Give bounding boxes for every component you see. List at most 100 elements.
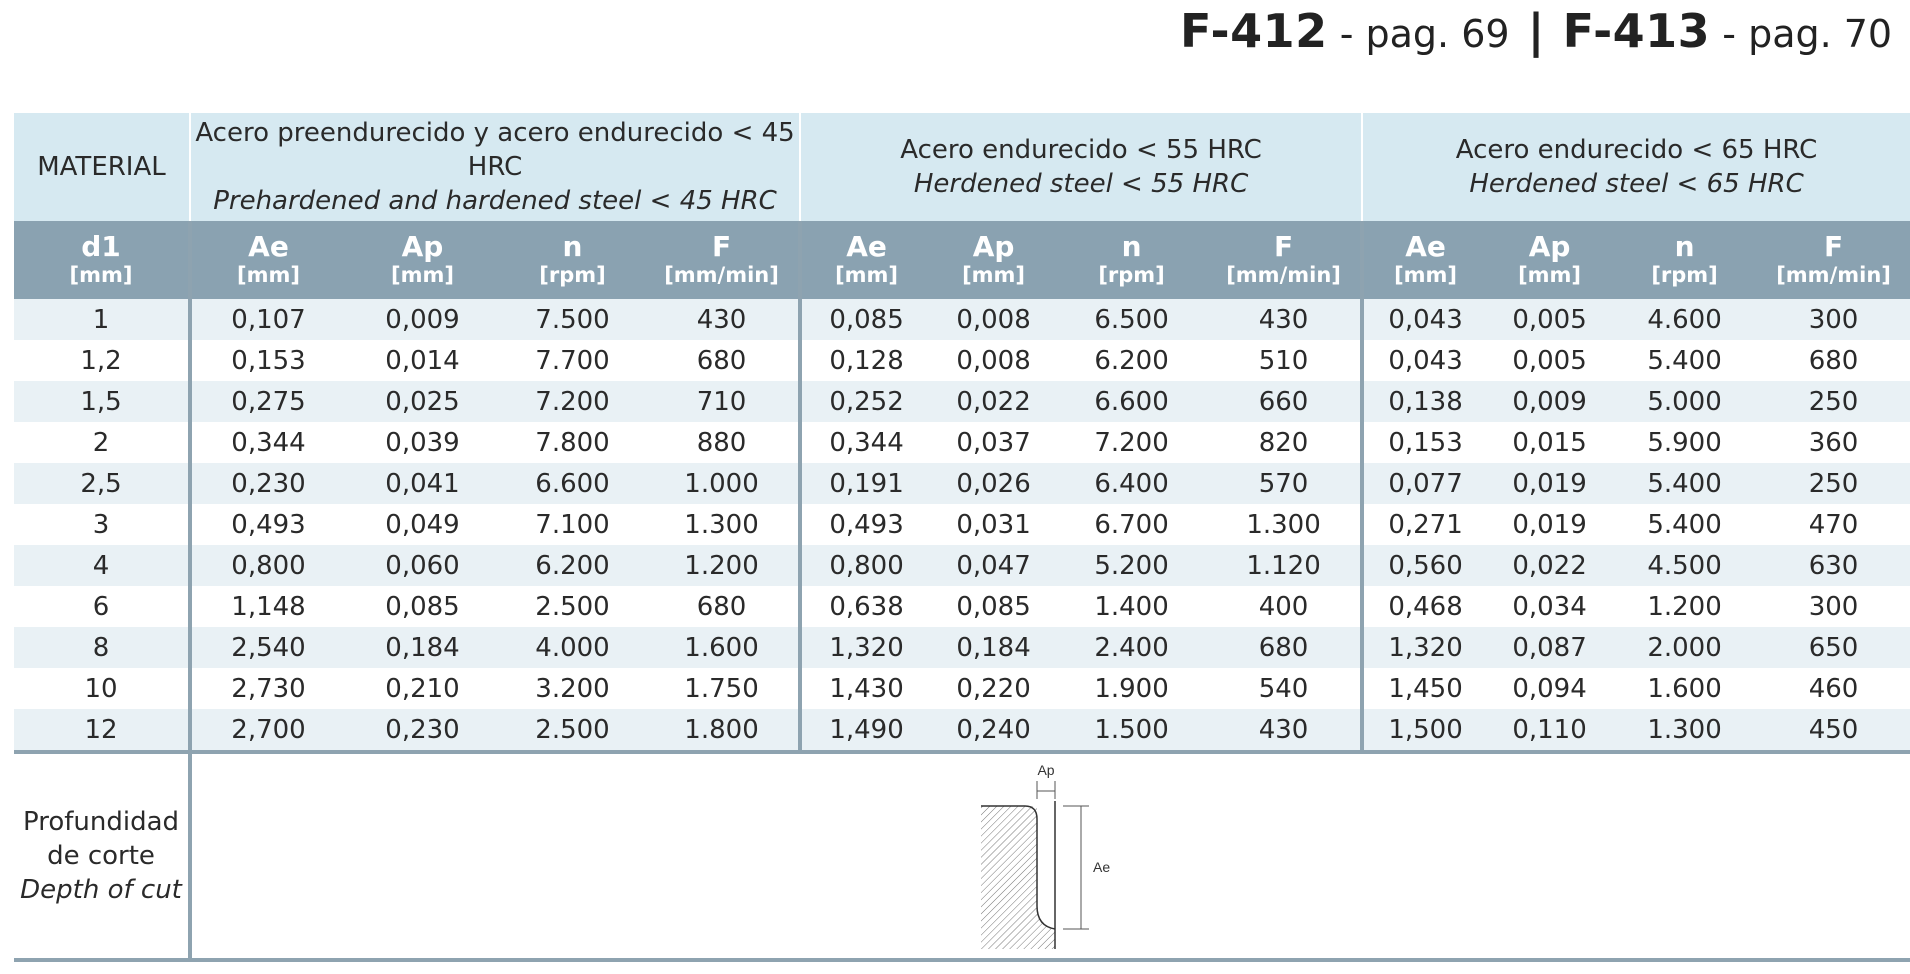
material-group-es: Acero endurecido < 65 HRC (1455, 135, 1818, 165)
table-cell: 2,700 (188, 709, 345, 752)
diagram-ap-label: Ap (1037, 762, 1054, 778)
ref-code-f412: F-412 (1180, 4, 1328, 58)
table-cell: 1.000 (645, 463, 801, 504)
col-name: d1 (81, 230, 121, 263)
table-cell: 0,041 (345, 463, 500, 504)
col-name: Ae (248, 230, 289, 263)
table-cell: 2,540 (188, 627, 345, 668)
table-cell: 1,500 (1360, 709, 1488, 752)
table-cell: 0,493 (798, 504, 932, 545)
table-cell: 5.200 (1056, 545, 1208, 586)
table-cell: 0,019 (1487, 463, 1613, 504)
col-name: F (1273, 230, 1294, 263)
table-cell: 0,252 (798, 381, 932, 422)
table-cell: 0,047 (931, 545, 1057, 586)
table-cell: 1.600 (1612, 668, 1758, 709)
ref-page-70: - pag. 70 (1722, 12, 1893, 56)
table-cell: 4.000 (500, 627, 645, 668)
table-body: 1 0,107 0,009 7.500 430 0,085 0,008 6.500 430 0,0… (14, 299, 1910, 752)
table-row: 4 0,800 0,060 6.200 1.200 0,800 0,047 5.200 1.12… (14, 545, 1910, 586)
table-cell: 6.600 (1056, 381, 1208, 422)
col-unit: [mm/min] (664, 263, 779, 287)
col-header-ae: Ae [mm] (1360, 221, 1488, 299)
table-cell: 1.750 (645, 668, 801, 709)
table-cell: 570 (1207, 463, 1363, 504)
material-group-es: Acero preendurecido y acero endurecido <… (195, 118, 795, 182)
cell-d1: 2,5 (14, 463, 190, 504)
table-cell: 6.500 (1056, 299, 1208, 340)
table-cell: 0,560 (1360, 545, 1488, 586)
col-unit: [rpm] (1651, 263, 1718, 287)
table-cell: 680 (1207, 627, 1363, 668)
table-cell: 0,184 (931, 627, 1057, 668)
table-cell: 630 (1757, 545, 1910, 586)
table-row: 12 2,700 0,230 2.500 1.800 1,490 0,240 1.500 430… (14, 709, 1910, 752)
table-cell: 0,031 (931, 504, 1057, 545)
depth-of-cut-diagram: Ap Ae (981, 762, 1110, 949)
table-cell: 1.800 (645, 709, 801, 752)
table-row: 1 0,107 0,009 7.500 430 0,085 0,008 6.500 430 0,0… (14, 299, 1910, 340)
table-cell: 650 (1757, 627, 1910, 668)
table-cell: 0,005 (1487, 340, 1613, 381)
table-cell: 250 (1757, 381, 1910, 422)
table-row: 2,5 0,230 0,041 6.600 1.000 0,191 0,026 6.400 57… (14, 463, 1910, 504)
table-cell: 430 (645, 299, 801, 340)
table-cell: 430 (1207, 709, 1363, 752)
table-cell: 1.120 (1207, 545, 1363, 586)
col-name: F (711, 230, 732, 263)
table-cell: 0,015 (1487, 422, 1613, 463)
table-cell: 300 (1757, 299, 1910, 340)
table-cell: 1,490 (798, 709, 932, 752)
table-cell: 0,085 (798, 299, 932, 340)
table-cell: 0,039 (345, 422, 500, 463)
col-unit: [mm] (835, 263, 899, 287)
table-cell: 0,271 (1360, 504, 1488, 545)
depth-label-en: Depth of cut (20, 875, 182, 905)
table-cell: 5.400 (1612, 463, 1758, 504)
col-name: Ae (846, 230, 887, 263)
cell-d1: 2 (14, 422, 190, 463)
table-cell: 360 (1757, 422, 1910, 463)
material-label: MATERIAL (14, 113, 190, 221)
table-cell: 0,094 (1487, 668, 1613, 709)
cell-d1: 1,2 (14, 340, 190, 381)
cell-d1: 12 (14, 709, 190, 752)
table-cell: 0,275 (188, 381, 345, 422)
table-cell: 400 (1207, 586, 1363, 627)
workpiece-hatch (981, 806, 1056, 949)
table-cell: 0,153 (188, 340, 345, 381)
table-cell: 5.900 (1612, 422, 1758, 463)
table-cell: 2.000 (1612, 627, 1758, 668)
cell-d1: 1,5 (14, 381, 190, 422)
col-name: Ap (972, 230, 1015, 263)
table-cell: 6.200 (500, 545, 645, 586)
table-cell: 0,008 (931, 340, 1057, 381)
table-cell: 0,037 (931, 422, 1057, 463)
table-cell: 680 (645, 340, 801, 381)
col-unit: [mm] (237, 263, 300, 287)
table-cell: 7.500 (500, 299, 645, 340)
table-cell: 2.500 (500, 709, 645, 752)
col-name: Ap (401, 230, 444, 263)
col-header-ap: Ap [mm] (1487, 221, 1613, 299)
table-cell: 1.200 (1612, 586, 1758, 627)
table-cell: 0,014 (345, 340, 500, 381)
material-group-65hrc: Acero endurecido < 65 HRC Herdened steel… (1361, 113, 1910, 221)
table-cell: 7.700 (500, 340, 645, 381)
material-group-en: Herdened steel < 55 HRC (913, 169, 1249, 199)
table-cell: 0,638 (798, 586, 932, 627)
table-cell: 4.500 (1612, 545, 1758, 586)
table-cell: 450 (1757, 709, 1910, 752)
material-group-en: Herdened steel < 65 HRC (1469, 169, 1804, 199)
table-cell: 1.300 (1612, 709, 1758, 752)
table-cell: 6.700 (1056, 504, 1208, 545)
table-cell: 3.200 (500, 668, 645, 709)
table-cell: 0,184 (345, 627, 500, 668)
col-unit: [mm/min] (1226, 263, 1341, 287)
table-cell: 460 (1757, 668, 1910, 709)
material-group-45hrc: Acero preendurecido y acero endurecido <… (188, 113, 801, 221)
table-cell: 0,009 (345, 299, 500, 340)
col-name: Ae (1405, 230, 1446, 263)
material-group-55hrc: Acero endurecido < 55 HRC Herdened steel… (799, 113, 1363, 221)
depth-label-es-2: de corte (47, 841, 155, 871)
